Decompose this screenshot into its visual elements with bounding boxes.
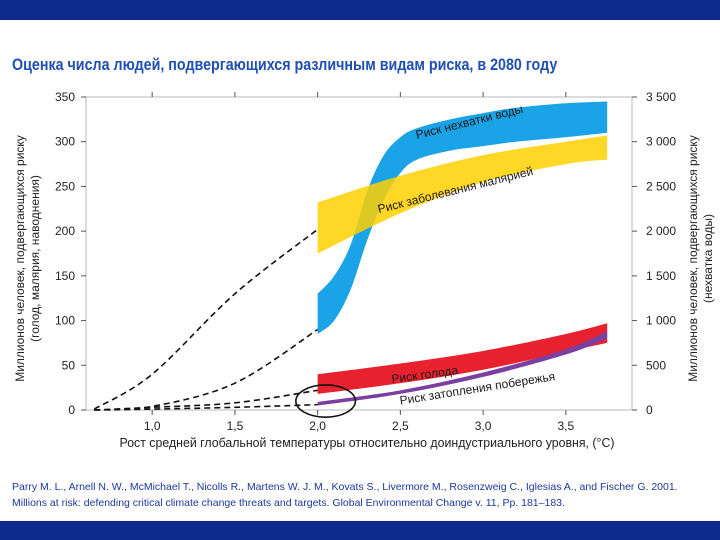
y-right-axis-title: Миллионов человек, подвергающихся риску: [686, 135, 700, 382]
dashed-line-Риск голода (до 2°C): [94, 389, 318, 411]
x-tick-label: 1,5: [227, 419, 244, 433]
x-tick-label: 3,0: [475, 419, 492, 433]
band-Риск голода: [317, 323, 608, 394]
x-axis-title: Рост средней глобальной температуры отно…: [120, 436, 615, 450]
y-left-tick-label: 0: [68, 403, 75, 417]
y-left-tick-label: 100: [55, 314, 75, 328]
y-left-tick-label: 350: [55, 90, 75, 104]
y-left-tick-label: 150: [55, 269, 75, 283]
y-right-tick-label: 2 500: [646, 179, 676, 193]
band-Риск заболевания малярией: [317, 135, 608, 254]
y-left-tick-label: 200: [55, 224, 75, 238]
y-right-tick-label: 0: [646, 403, 653, 417]
slide-title: Оценка числа людей, подвергающихся разли…: [12, 55, 558, 74]
dashed-line-Риск нехватки воды (до 2°C): [94, 328, 319, 411]
y-left-tick-label: 250: [55, 179, 75, 193]
highlight-ellipse: [295, 384, 357, 418]
band-Риск нехватки воды: [317, 101, 608, 334]
dashed-line-Риск заболевания малярией (до 2°C): [93, 228, 319, 410]
y-left-axis-subtitle: (голод, малярия, наводнения): [28, 175, 42, 342]
citation: Parry M. L., Arnell N. W., McMichael T.,…: [12, 481, 678, 509]
x-tick-label: 2,0: [309, 419, 326, 433]
y-left-axis-title: Миллионов человек, подвергающихся риску: [13, 135, 27, 382]
y-right-tick-label: 3 000: [646, 135, 676, 149]
y-right-tick-label: 3 500: [646, 90, 676, 104]
x-tick-label: 2,5: [392, 419, 409, 433]
x-tick-label: 1,0: [144, 419, 161, 433]
y-left-tick-label: 50: [62, 358, 76, 372]
dashed-line-Риск затопления побережья (до 2°C): [94, 403, 318, 411]
y-right-tick-label: 500: [646, 358, 666, 372]
top-bar: [0, 0, 720, 20]
bottom-bar: [0, 521, 720, 540]
y-right-tick-label: 1 500: [646, 269, 676, 283]
y-right-tick-label: 1 000: [646, 314, 676, 328]
x-tick-label: 3,5: [557, 419, 574, 433]
y-left-tick-label: 300: [55, 135, 75, 149]
y-right-tick-label: 2 000: [646, 224, 676, 238]
y-right-axis-subtitle: (нехватка воды): [701, 214, 715, 303]
